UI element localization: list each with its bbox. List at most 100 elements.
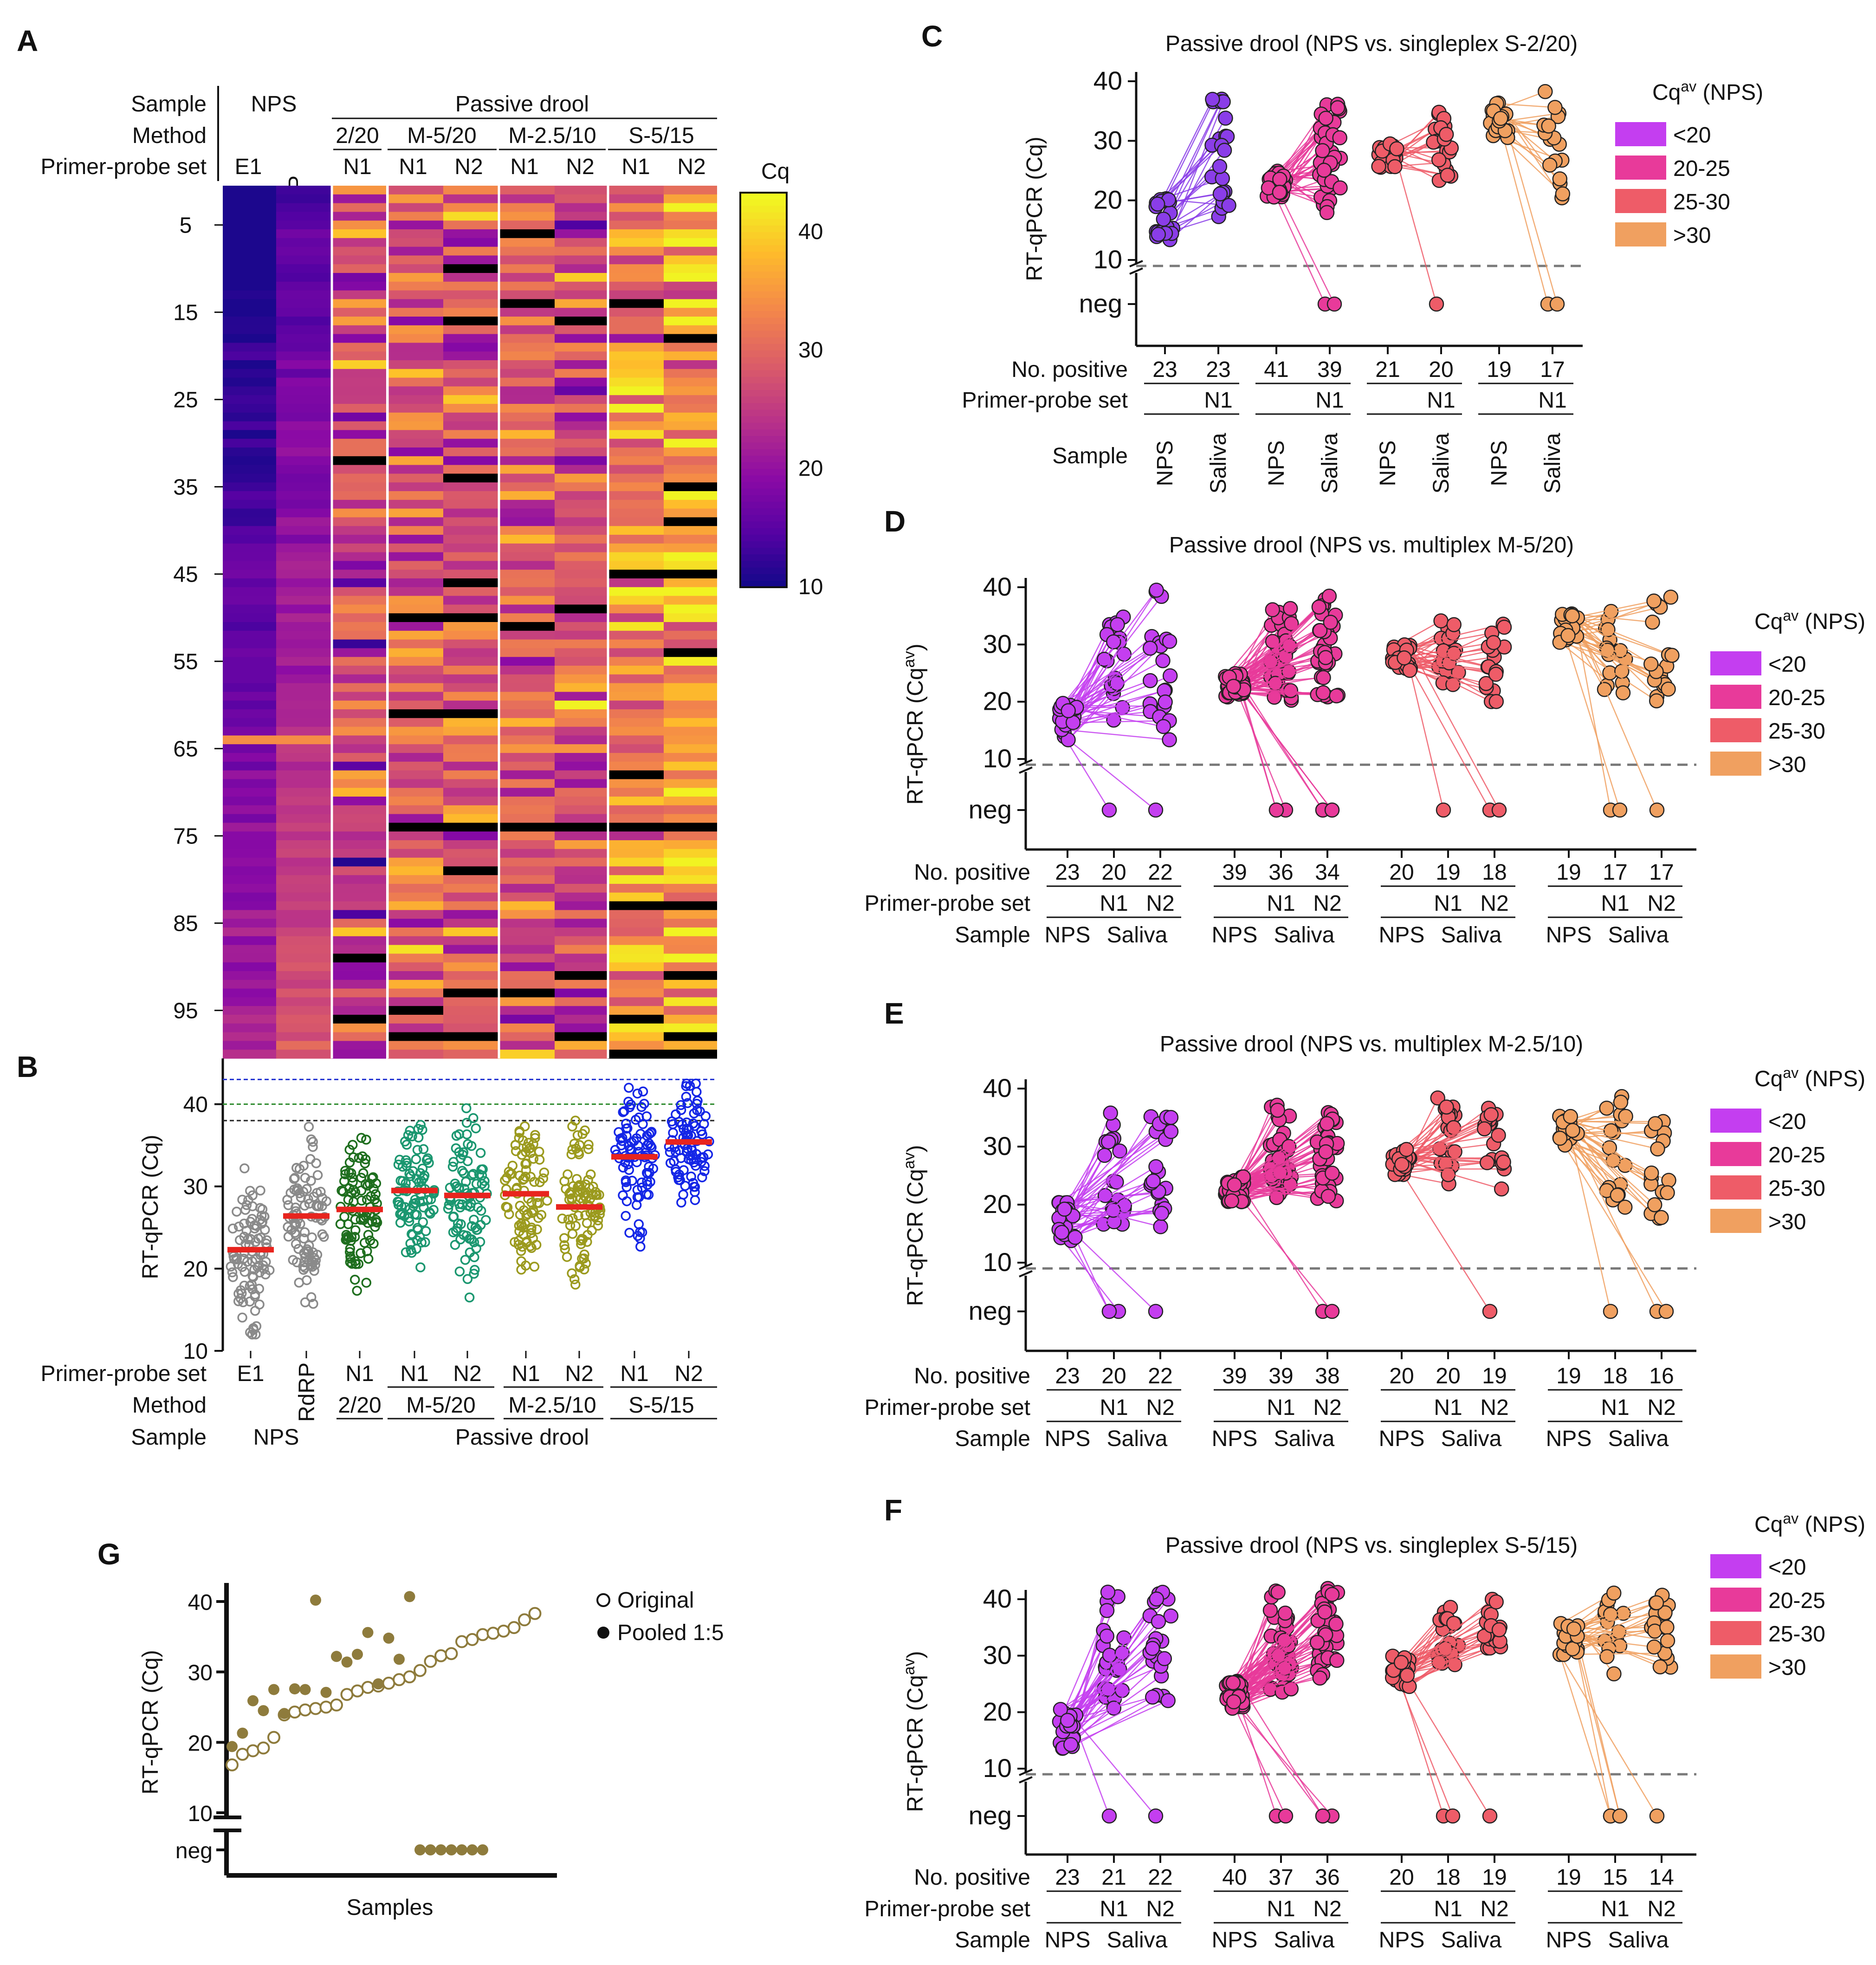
b-data-point: [228, 1272, 238, 1282]
heatmap-cell: [443, 997, 499, 1006]
b-method-value: M-2.5/10: [508, 1393, 596, 1418]
heatmap-cell: [664, 884, 717, 893]
heatmap-cell: [332, 788, 386, 797]
heatmap-cell: [555, 805, 608, 815]
heatmap-cell: [332, 797, 386, 806]
paired-legend-swatch: [1710, 1554, 1761, 1578]
paired-primer: N2: [1146, 1897, 1174, 1921]
heatmap-cell: [388, 526, 443, 535]
g-pooled-point: [383, 1632, 395, 1644]
heatmap-cell: [223, 499, 276, 509]
b-data-point: [417, 1125, 427, 1135]
b-data-point: [471, 1243, 481, 1254]
paired-connector: [1242, 662, 1326, 693]
heatmap-cell: [223, 552, 276, 561]
paired-sample: Saliva: [1274, 1427, 1335, 1451]
paired-saliva-point: [1103, 1105, 1118, 1121]
paired-saliva-point: [1491, 1622, 1507, 1638]
heatmap-cell: [555, 761, 608, 771]
heatmap-cell: [664, 543, 717, 553]
paired-saliva-point: [1649, 1808, 1665, 1824]
heatmap-cell: [443, 718, 499, 727]
heatmap-cell: [664, 404, 717, 413]
heatmap-cell: [664, 439, 717, 448]
heatmap-cell: [664, 447, 717, 457]
paired-sample: NPS: [1376, 441, 1400, 486]
b-data-point: [370, 1189, 381, 1200]
paired-legend-swatch: [1710, 685, 1761, 709]
heatmap-cell: [443, 439, 499, 448]
heatmap-cell: [443, 1032, 499, 1041]
b-data-point: [557, 1213, 568, 1224]
heatmap-cell: [664, 1023, 717, 1033]
colorbar-segment: [740, 291, 787, 298]
heatmap-cell: [223, 238, 276, 247]
b-data-point: [407, 1229, 417, 1239]
paired-connector: [1235, 633, 1328, 674]
heatmap-cell: [443, 753, 499, 762]
paired-y-tick-label: 40: [1093, 66, 1122, 95]
heatmap-cell: [443, 726, 499, 736]
paired-saliva-point: [1316, 670, 1331, 686]
paired-nps-point: [1402, 662, 1417, 678]
b-data-point: [350, 1214, 361, 1225]
heatmap-cell: [664, 264, 717, 273]
heatmap-cell: [664, 683, 717, 692]
heatmap-cell: [332, 186, 386, 195]
heatmap-cell: [608, 456, 664, 466]
heatmap-cell: [443, 1023, 499, 1033]
b-data-point: [567, 1193, 577, 1203]
b-data-point: [624, 1165, 634, 1175]
b-data-point: [350, 1225, 361, 1235]
b-category-label: N2: [674, 1362, 703, 1386]
b-data-point: [624, 1141, 634, 1151]
g-original-point: [445, 1647, 458, 1660]
heatmap-cell: [499, 779, 555, 788]
colorbar-segment: [740, 580, 787, 588]
heatmap-cell: [388, 499, 443, 509]
g-legend-marker-open: [596, 1593, 610, 1607]
heatmap-cell: [664, 552, 717, 561]
heatmap-cell: [499, 255, 555, 265]
paired-sample: NPS: [1379, 1928, 1425, 1952]
heatmap-cell: [499, 884, 555, 893]
paired-positive-count: 17: [1649, 860, 1674, 885]
heatmap-cell: [608, 604, 664, 614]
heatmap-cell: [276, 674, 332, 684]
paired-positive-count: 23: [1152, 357, 1177, 382]
b-data-point: [418, 1173, 429, 1183]
paired-sample: NPS: [1546, 1427, 1592, 1451]
heatmap-cell: [499, 281, 555, 291]
heatmap-cell: [223, 421, 276, 430]
heatmap-cell: [276, 953, 332, 963]
heatmap-cell: [388, 596, 443, 605]
b-data-point: [247, 1329, 257, 1340]
heatmap-cell: [443, 988, 499, 998]
paired-row-label-sample: Sample: [955, 923, 1030, 947]
heatmap-cell: [664, 317, 717, 326]
heatmap-cell: [608, 919, 664, 928]
colorbar-segment: [740, 232, 787, 240]
paired-sample: NPS: [1045, 923, 1091, 947]
heatmap-cell: [223, 648, 276, 657]
b-data-point: [582, 1218, 592, 1228]
heatmap-cell: [276, 997, 332, 1006]
heatmap-cell: [555, 430, 608, 439]
paired-saliva-point: [1323, 615, 1339, 630]
b-data-point: [687, 1150, 698, 1161]
heatmap-cell: [388, 1050, 443, 1059]
heatmap-cell: [555, 343, 608, 352]
heatmap-cell: [223, 927, 276, 937]
paired-connector: [1572, 1130, 1652, 1174]
b-category-label: N2: [565, 1362, 593, 1386]
heatmap-cell: [276, 692, 332, 701]
heatmap-cell: [223, 343, 276, 352]
heatmap-cell: [276, 334, 332, 343]
heatmap-cell: [223, 718, 276, 727]
colorbar-tick: 30: [798, 338, 823, 363]
heatmap-cell: [443, 788, 499, 797]
heatmap-cell: [332, 910, 386, 919]
heatmap-cell: [388, 255, 443, 265]
heatmap-cell: [555, 709, 608, 719]
colorbar-segment: [740, 403, 787, 410]
